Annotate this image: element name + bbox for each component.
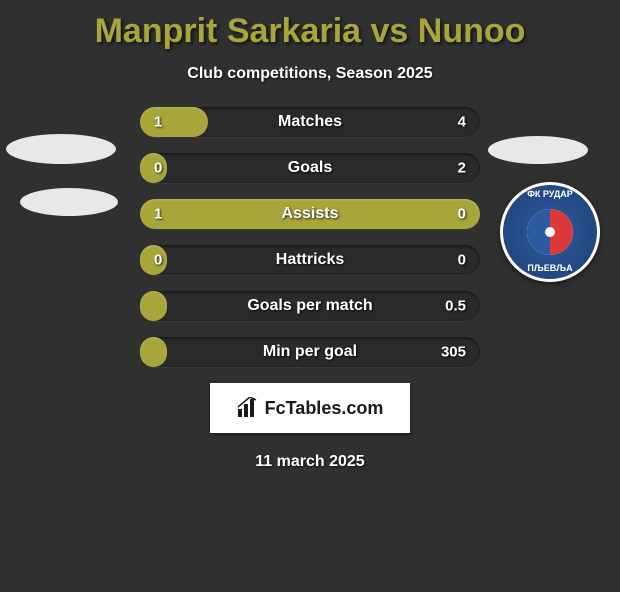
stat-row: 1 Matches 4 (140, 107, 480, 137)
stat-fill (140, 291, 167, 321)
branding-box: FcTables.com (210, 383, 410, 433)
stat-label: Min per goal (263, 343, 357, 361)
stat-fill (140, 107, 208, 137)
page-subtitle: Club competitions, Season 2025 (0, 65, 620, 83)
stat-value-right: 0.5 (445, 298, 466, 315)
stat-row: Min per goal 305 (140, 337, 480, 367)
stat-value-left: 1 (154, 114, 162, 131)
stat-row: 0 Hattricks 0 (140, 245, 480, 275)
date-label: 11 march 2025 (0, 453, 620, 471)
stat-label: Matches (278, 113, 342, 131)
chart-bars-icon (237, 397, 259, 419)
stat-value-left: 0 (154, 252, 162, 269)
stat-value-left: 0 (154, 160, 162, 177)
stat-value-right: 2 (458, 160, 466, 177)
stat-row: 1 Assists 0 (140, 199, 480, 229)
stat-value-left: 1 (154, 206, 162, 223)
stat-value-right: 305 (441, 344, 466, 361)
stat-value-right: 4 (458, 114, 466, 131)
stat-label: Hattricks (276, 251, 344, 269)
stat-label: Assists (282, 205, 339, 223)
stat-value-right: 0 (458, 206, 466, 223)
stat-label: Goals (288, 159, 332, 177)
stat-row: Goals per match 0.5 (140, 291, 480, 321)
branding-label: FcTables.com (265, 398, 384, 419)
stats-comparison-chart: 1 Matches 4 0 Goals 2 1 Assists 0 0 Hattricks 0 Goal… (0, 107, 620, 367)
stat-label: Goals per match (247, 297, 372, 315)
stat-fill (140, 337, 167, 367)
stat-value-right: 0 (458, 252, 466, 269)
page-title: Manprit Sarkaria vs Nunoo (0, 12, 620, 51)
stat-row: 0 Goals 2 (140, 153, 480, 183)
